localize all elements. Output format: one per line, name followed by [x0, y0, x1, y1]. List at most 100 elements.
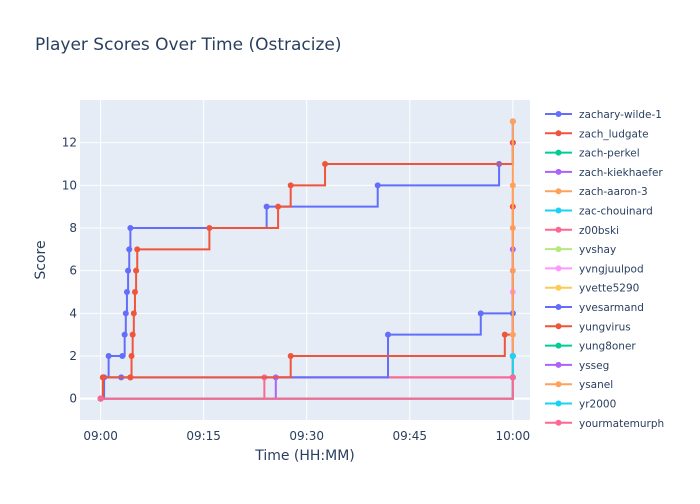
data-point [129, 331, 136, 338]
y-tick-label: 6 [69, 264, 77, 278]
legend-label: yvesarmand [579, 302, 644, 314]
data-point [275, 203, 282, 210]
legend-label: yungvirus [579, 321, 631, 333]
legend-item[interactable]: z00bski [545, 225, 619, 237]
legend-item[interactable]: zach-kiekhaefer [545, 167, 663, 179]
legend-label: yvngjuulpod [579, 263, 644, 275]
y-tick-label: 8 [69, 221, 77, 235]
series-line [100, 312, 513, 400]
y-tick-label: 12 [62, 136, 77, 150]
legend-marker [555, 226, 562, 233]
legend-marker [555, 265, 562, 272]
legend-marker [555, 400, 562, 407]
legend-item[interactable]: zachary-wilde-1 [545, 109, 662, 121]
x-tick-label: 10:00 [496, 429, 531, 443]
legend-item[interactable]: yvngjuulpod [545, 263, 644, 275]
x-tick-label: 09:30 [289, 429, 324, 443]
legend-marker [555, 149, 562, 156]
legend-item[interactable]: yvshay [545, 244, 616, 256]
legend-item[interactable]: yvesarmand [545, 302, 644, 314]
data-point [127, 374, 134, 381]
data-point [263, 203, 270, 210]
legend-item[interactable]: zach-perkel [545, 148, 640, 160]
legend-label: yvette5290 [579, 283, 639, 295]
x-tick-label: 09:00 [83, 429, 118, 443]
data-point [374, 182, 381, 189]
data-point [128, 353, 135, 359]
y-tick-label: 2 [69, 349, 77, 363]
data-point [206, 225, 213, 231]
data-point [385, 331, 392, 338]
data-point [127, 225, 134, 231]
legend-marker [555, 130, 562, 137]
legend-label: zach_ludgate [579, 128, 649, 140]
y-axis-label: Score [33, 240, 49, 279]
legend-item[interactable]: ysseg [545, 360, 609, 372]
y-tick-label: 10 [62, 178, 77, 192]
legend-label: zach-aaron-3 [579, 186, 648, 198]
legend-label: zach-kiekhaefer [579, 167, 663, 179]
legend-label: yr2000 [579, 399, 616, 411]
legend-marker [555, 323, 562, 330]
legend-item[interactable]: zach_ludgate [545, 128, 649, 140]
data-point [509, 374, 516, 381]
series-line [100, 206, 514, 400]
plot-area [80, 100, 530, 420]
data-point [99, 374, 106, 381]
data-point [126, 246, 133, 253]
legend-item[interactable]: zach-aaron-3 [545, 186, 648, 198]
legend-marker [555, 381, 562, 388]
legend-item[interactable]: yvette5290 [545, 283, 639, 295]
data-point [130, 310, 137, 317]
x-axis-label: Time (HH:MM) [254, 448, 355, 464]
legend-label: yourmatemurph [579, 418, 664, 430]
legend-marker [555, 188, 562, 195]
data-point [125, 267, 132, 274]
chart-title: Player Scores Over Time (Ostracize) [35, 35, 342, 55]
legend-marker [555, 168, 562, 175]
data-point [509, 331, 516, 338]
legend-item[interactable]: yr2000 [545, 399, 616, 411]
y-tick-label: 0 [69, 392, 77, 406]
legend[interactable]: zachary-wilde-1 zach_ludgate zach-perkel za… [545, 109, 664, 430]
legend-item[interactable]: ysanel [545, 379, 613, 391]
data-point [119, 353, 126, 359]
legend-label: ysanel [579, 379, 613, 391]
legend-label: yung8oner [579, 341, 636, 353]
data-point [322, 161, 329, 167]
legend-label: zach-perkel [579, 148, 640, 160]
data-point [501, 331, 508, 338]
legend-marker [555, 207, 562, 214]
series-layer [97, 118, 516, 402]
data-point [133, 267, 140, 274]
legend-item[interactable]: yourmatemurph [545, 418, 664, 430]
legend-marker [555, 111, 562, 117]
x-tick-label: 09:45 [392, 429, 427, 443]
data-point [123, 289, 130, 295]
legend-marker [555, 361, 562, 368]
legend-marker [555, 246, 562, 253]
data-point [121, 331, 128, 338]
x-tick-labels: 09:00 09:15 09:30 09:45 10:00 [83, 429, 530, 443]
data-point [287, 353, 294, 359]
series-yourmatemurph [97, 374, 516, 402]
series-line [100, 377, 514, 400]
data-point [97, 395, 104, 402]
legend-item[interactable]: zac-chouinard [545, 206, 653, 218]
data-point [509, 353, 516, 359]
legend-marker [555, 342, 562, 349]
legend-item[interactable]: yung8oner [545, 341, 636, 353]
y-tick-label: 4 [69, 306, 77, 320]
data-point [131, 289, 138, 295]
legend-label: zachary-wilde-1 [579, 109, 662, 121]
legend-marker [555, 304, 562, 310]
data-point [105, 353, 112, 359]
legend-item[interactable]: yungvirus [545, 321, 631, 333]
x-tick-label: 09:15 [186, 429, 221, 443]
data-point [122, 310, 129, 317]
legend-label: zac-chouinard [579, 206, 653, 218]
series-line [100, 142, 514, 400]
data-point [509, 118, 516, 125]
